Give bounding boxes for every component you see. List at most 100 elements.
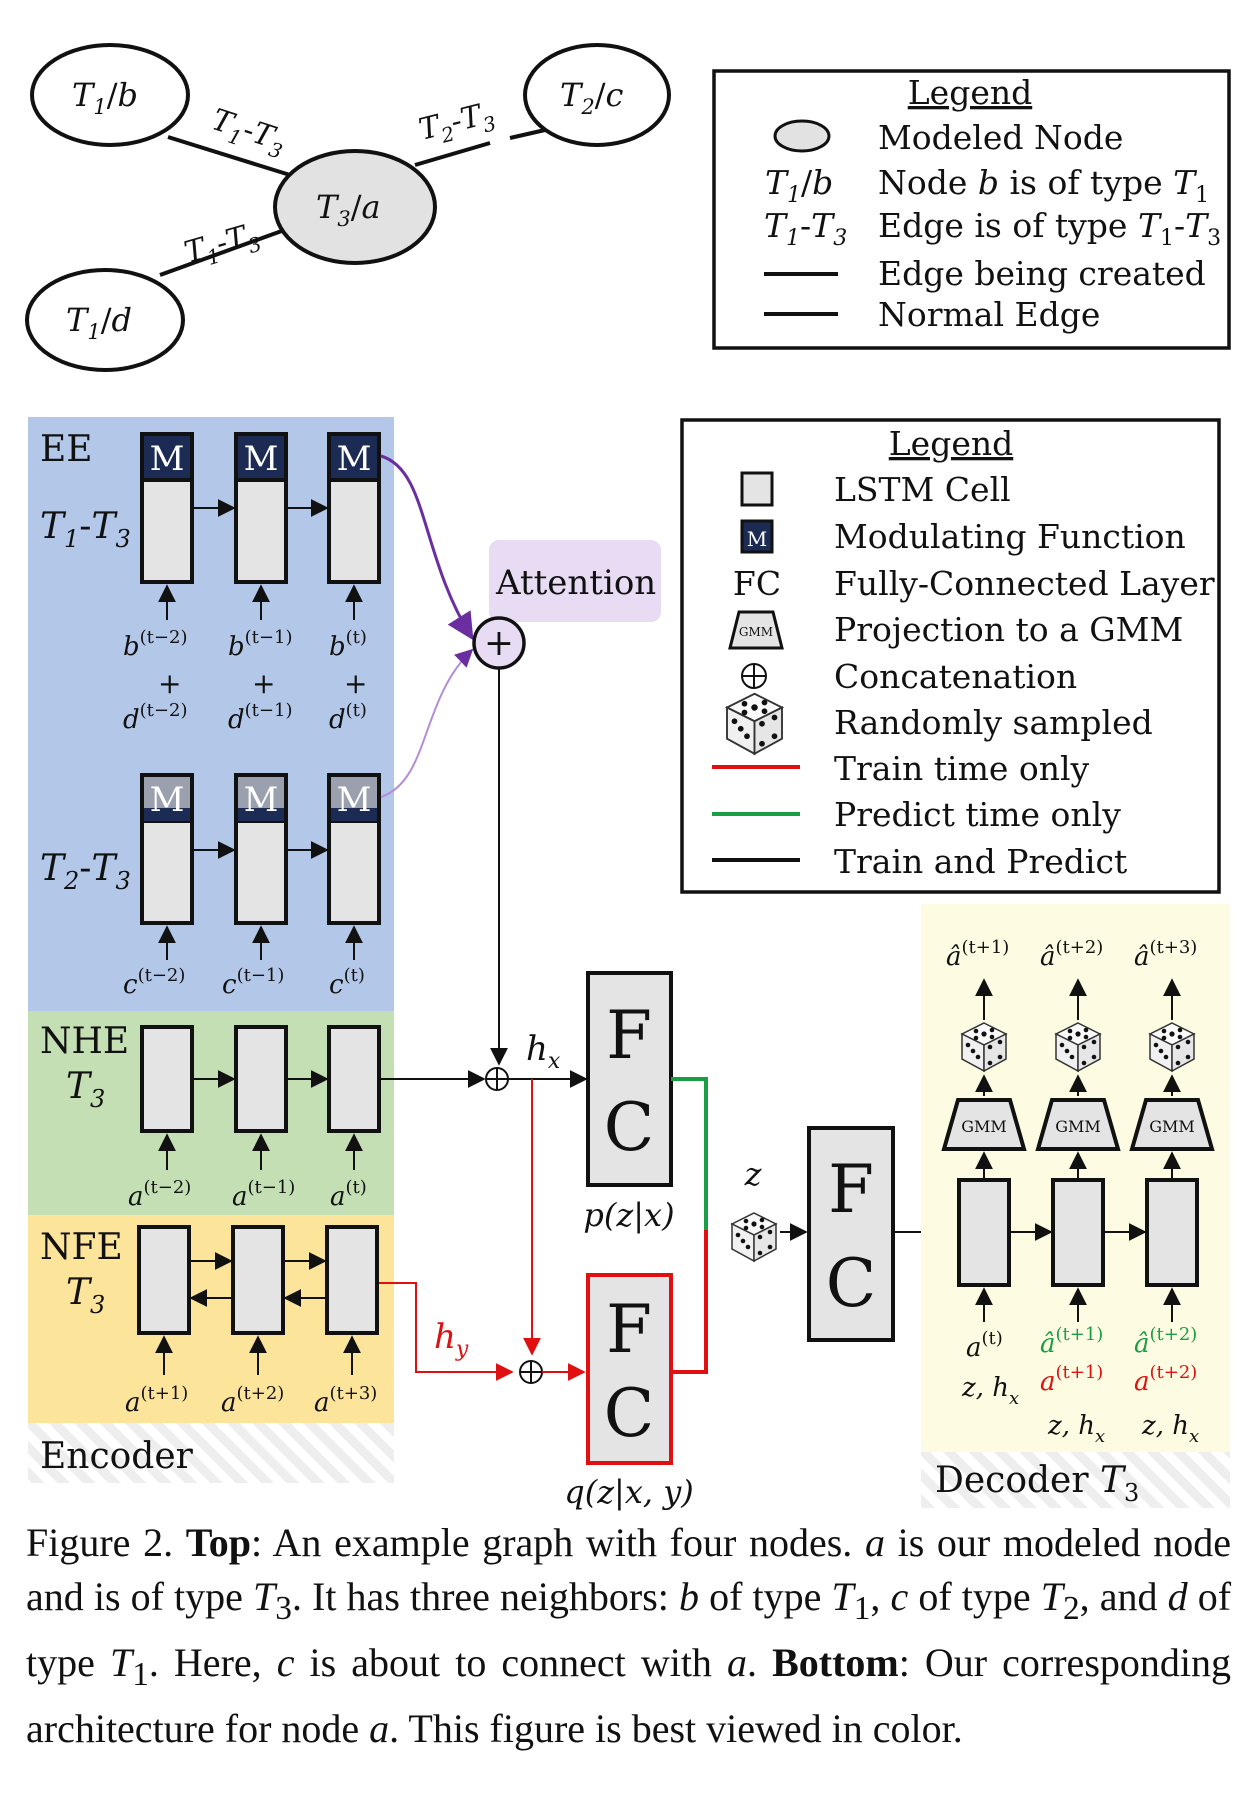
legend-fc-label: Fully-Connected Layer xyxy=(834,564,1215,603)
example-graph: T1-T3 T1-T3 T2-T3 T1/b T2/c T3/a T1/d xyxy=(25,43,671,372)
legend-edge-type-desc: Edge is of type T1-T3 xyxy=(878,206,1221,251)
legend-mod-icon-label: M xyxy=(747,527,767,551)
svg-text:c(t): c(t) xyxy=(329,965,365,1000)
svg-text:b(t−2): b(t−2) xyxy=(123,627,187,662)
attention-arrow-row1 xyxy=(380,454,474,641)
svg-text:a(t): a(t) xyxy=(966,1328,1003,1363)
svg-text:b(t): b(t) xyxy=(329,627,367,662)
legend-edge-type-sym: T1-T3 xyxy=(764,206,847,251)
m-label: M xyxy=(150,780,185,820)
decoder-column-2: GMM xyxy=(1035,978,1121,1322)
svg-text:â(t+1): â(t+1) xyxy=(946,937,1009,972)
svg-text:a(t+3): a(t+3) xyxy=(314,1383,377,1418)
node-t2-c: T2/c xyxy=(523,43,671,147)
node-t1-d: T1/d xyxy=(25,268,185,372)
ee-row2-type: T2-T3 xyxy=(40,848,131,895)
random-sample-z-icon xyxy=(731,1212,777,1262)
modulating-function xyxy=(234,432,288,482)
legend-lstm-label: LSTM Cell xyxy=(834,470,1011,509)
lstm-cell xyxy=(231,1225,285,1335)
concat-hy xyxy=(519,1360,543,1384)
legend-lstm-icon xyxy=(740,471,774,507)
svg-text:z, hx: z, hx xyxy=(961,1373,1019,1409)
edge-d-a xyxy=(159,226,291,277)
lstm-cell xyxy=(1051,1178,1105,1287)
pzx-label: p(z|x) xyxy=(583,1196,674,1234)
decoder-title-band xyxy=(921,1452,1230,1508)
ee-row1-inputs: b(t−2) b(t−1) b(t) + + + d(t−2) d(t−1) d… xyxy=(123,627,367,735)
ee-row1-cells: M M M xyxy=(140,432,381,620)
legend-gmm-icon xyxy=(728,610,784,650)
fc-decoder: F C xyxy=(807,1126,895,1342)
svg-text:T1/b: T1/b xyxy=(72,76,138,119)
hy-label: hy xyxy=(434,1317,469,1362)
svg-text:c(t−1): c(t−1) xyxy=(222,965,284,1000)
legend-modeled-node-icon xyxy=(773,119,831,153)
attention-arrow-row2 xyxy=(380,648,474,798)
edge-b-a xyxy=(167,135,291,177)
svg-text:â(t+3): â(t+3) xyxy=(1134,937,1197,972)
svg-text:â(t+2): â(t+2) xyxy=(1040,937,1103,972)
fc-posterior: F C xyxy=(586,1273,673,1465)
svg-text:GMM: GMM xyxy=(1055,1117,1101,1136)
svg-text:T3/a: T3/a xyxy=(316,188,381,231)
svg-text:a(t): a(t) xyxy=(330,1177,367,1212)
edge-c-a-gap xyxy=(509,128,546,140)
legend-normal-edge-label: Normal Edge xyxy=(878,295,1100,334)
svg-text:a(t+1): a(t+1) xyxy=(1040,1362,1103,1397)
svg-text:b(t−1): b(t−1) xyxy=(228,627,292,662)
nhe-type: T3 xyxy=(66,1066,105,1113)
legend-fc-symbol: FC xyxy=(733,564,781,603)
legend-mod-icon xyxy=(740,519,774,554)
hx-label: hx xyxy=(526,1029,561,1074)
gmm-projection xyxy=(1035,1098,1121,1151)
svg-text:z, hx: z, hx xyxy=(1141,1411,1199,1447)
legend-mod-label: Modulating Function xyxy=(834,517,1186,556)
svg-text:F: F xyxy=(606,1291,652,1368)
node-t1-b: T1/b xyxy=(30,43,190,147)
nhe-inputs: a(t−2) a(t−1) a(t) xyxy=(128,1177,367,1212)
svg-text:T1-T3: T1-T3 xyxy=(181,216,265,275)
edge-label-d-a: T1-T3 xyxy=(181,216,265,275)
encoder-title: Encoder xyxy=(40,1436,194,1477)
modulating-function xyxy=(327,432,381,482)
legend-concat-icon xyxy=(741,663,767,689)
edge-c-a xyxy=(414,141,491,167)
attention-label: Attention xyxy=(495,563,656,603)
nhe-label: NHE xyxy=(40,1021,129,1062)
legend-predict-label: Predict time only xyxy=(834,795,1121,834)
gmm-projection xyxy=(941,1098,1027,1151)
fc-prior: F C xyxy=(586,971,673,1187)
svg-text:â(t+1): â(t+1) xyxy=(1040,1324,1103,1359)
svg-text:C: C xyxy=(604,1375,655,1452)
legend-node-type-desc: Node b is of type T1 xyxy=(878,163,1209,208)
svg-text:+: + xyxy=(158,667,181,700)
svg-text:â(t+2): â(t+2) xyxy=(1134,1324,1197,1359)
svg-text:d(t−2): d(t−2) xyxy=(123,700,187,735)
legend-modeled-node-label: Modeled Node xyxy=(878,118,1123,157)
svg-text:T1/d: T1/d xyxy=(66,301,132,344)
lstm-cell xyxy=(1145,1178,1199,1287)
ee-label: EE xyxy=(40,429,93,470)
node-t3-a-modeled: T3/a xyxy=(273,149,437,265)
svg-text:+: + xyxy=(344,667,367,700)
architecture-figure: T1-T3 T1-T3 T2-T3 T1/b T2/c T3/a T1/d Le… xyxy=(25,43,1231,1511)
svg-text:T2/c: T2/c xyxy=(560,76,624,119)
legend-bottom: Legend LSTM Cell M Modulating Function F… xyxy=(680,418,1221,894)
caption-top-bold: Top xyxy=(185,1520,251,1565)
lstm-cell xyxy=(140,1025,194,1133)
nfe-type: T3 xyxy=(66,1272,105,1319)
decoder-column-1: GMM xyxy=(941,978,1027,1322)
svg-text:GMM: GMM xyxy=(961,1117,1007,1136)
legend-gmm-label: Projection to a GMM xyxy=(834,610,1183,649)
svg-text:a(t−2): a(t−2) xyxy=(128,1177,191,1212)
svg-text:+: + xyxy=(252,667,275,700)
gmm-projection xyxy=(1129,1098,1215,1151)
svg-text:c(t−2): c(t−2) xyxy=(123,965,185,1000)
m-label: M xyxy=(150,439,185,479)
legend-random-label: Randomly sampled xyxy=(834,703,1153,742)
caption-bottom-bold: Bottom xyxy=(772,1640,899,1685)
svg-text:d(t): d(t) xyxy=(329,700,367,735)
nfe-cells xyxy=(137,1225,379,1375)
decoder-title: Decoder T3 xyxy=(935,1460,1139,1507)
